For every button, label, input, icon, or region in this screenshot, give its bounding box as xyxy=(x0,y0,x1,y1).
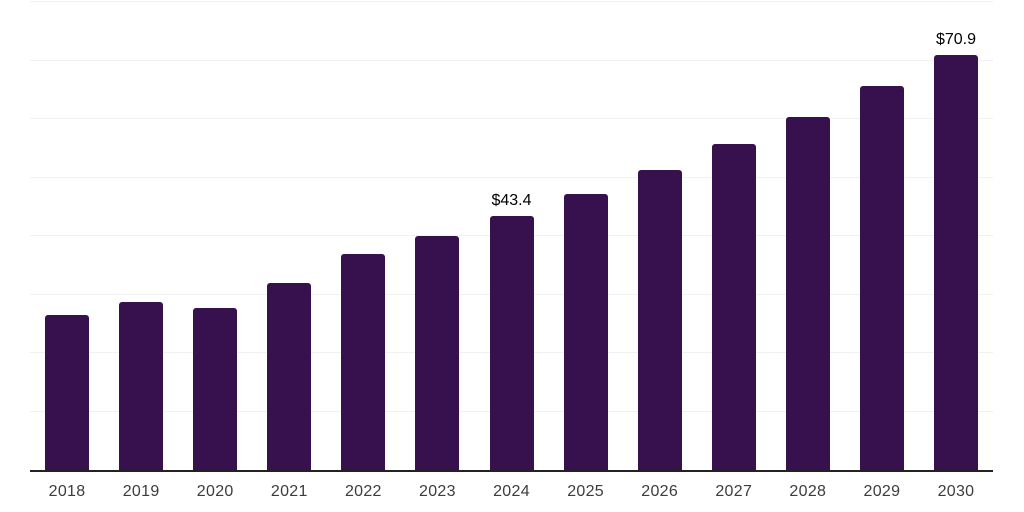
bar-slot xyxy=(697,0,771,472)
x-axis-label-2030: 2030 xyxy=(937,483,975,500)
gridline xyxy=(30,1,993,2)
bar-2021 xyxy=(267,282,312,470)
x-axis-label-2025: 2025 xyxy=(567,483,604,500)
bar-2020 xyxy=(193,307,238,470)
gridline xyxy=(30,59,993,61)
x-axis-label-2019: 2019 xyxy=(122,483,160,500)
bar-slot xyxy=(549,0,623,472)
plot-area: $43.4 $70.9 xyxy=(30,0,993,472)
bar-2029 xyxy=(859,86,904,470)
bar-slot xyxy=(104,0,178,472)
bar-2028 xyxy=(785,116,830,470)
x-axis-label-2021: 2021 xyxy=(270,483,308,500)
bar-slot xyxy=(252,0,326,472)
bar-slot xyxy=(326,0,400,472)
bar-slot: $43.4 xyxy=(474,0,548,472)
bar-2030 xyxy=(933,55,978,470)
bar-2024 xyxy=(489,216,534,470)
x-axis-label-2018: 2018 xyxy=(48,483,86,500)
x-axis-label-2026: 2026 xyxy=(641,483,679,500)
x-axis-label-2028: 2028 xyxy=(789,483,827,500)
bar-2022 xyxy=(341,254,386,470)
bar-slot xyxy=(623,0,697,472)
x-axis-line xyxy=(30,470,993,472)
bar-slot xyxy=(771,0,845,472)
bar-2018 xyxy=(45,314,90,470)
x-axis-label-2027: 2027 xyxy=(715,483,753,500)
bar-2023 xyxy=(415,236,460,470)
bar-slot: $70.9 xyxy=(919,0,993,472)
x-axis-label-2024: 2024 xyxy=(493,483,530,500)
bar-2019 xyxy=(119,301,164,470)
x-axis-label-2023: 2023 xyxy=(419,483,456,500)
x-axis-label-2022: 2022 xyxy=(344,483,382,500)
bar-slot xyxy=(178,0,252,472)
bar-slot xyxy=(400,0,474,472)
bar-value-label-2024: $43.4 xyxy=(491,192,532,210)
bar-2027 xyxy=(711,143,756,470)
bar-slot xyxy=(30,0,104,472)
bar-2025 xyxy=(563,193,608,470)
x-axis-label-2029: 2029 xyxy=(863,483,901,500)
x-axis: 2018 2019 2020 2021 2022 2023 2024 2025 2026 2027… xyxy=(30,483,993,501)
bar-slot xyxy=(845,0,919,472)
x-axis-label-2020: 2020 xyxy=(196,483,234,500)
gridline xyxy=(30,118,993,119)
bar-2026 xyxy=(637,169,682,470)
bar-value-label-2030: $70.9 xyxy=(935,31,976,49)
gridline xyxy=(30,176,993,178)
